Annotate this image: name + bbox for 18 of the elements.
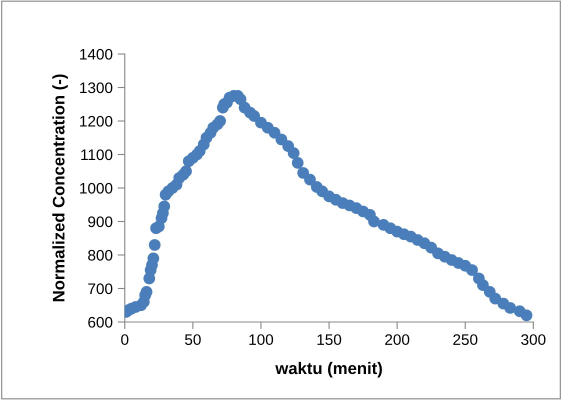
x-tick-label: 0 [121, 334, 128, 346]
y-tick-label: 1200 [80, 116, 112, 127]
x-tick-label: 150 [317, 334, 342, 346]
y-tick-label: 1400 [80, 48, 112, 60]
x-tick-label: 50 [184, 334, 201, 346]
y-tick-label: 1100 [81, 149, 112, 160]
y-tick-label: 600 [88, 316, 112, 328]
y-tick-label: 1000 [80, 182, 112, 194]
x-tick-label: 200 [385, 334, 410, 346]
x-tick-label: 100 [249, 334, 274, 346]
y-tick-label: 700 [88, 283, 112, 294]
x-axis-title: waktu (menit) [275, 362, 382, 378]
x-tick-label: 250 [453, 334, 478, 346]
y-tick-label: 900 [88, 216, 112, 228]
y-tick-label: 800 [88, 250, 112, 261]
y-axis-title: Normalized Concentration (-) [52, 74, 68, 302]
x-tick-label: 300 [521, 334, 546, 346]
y-tick-label: 1300 [80, 82, 112, 94]
